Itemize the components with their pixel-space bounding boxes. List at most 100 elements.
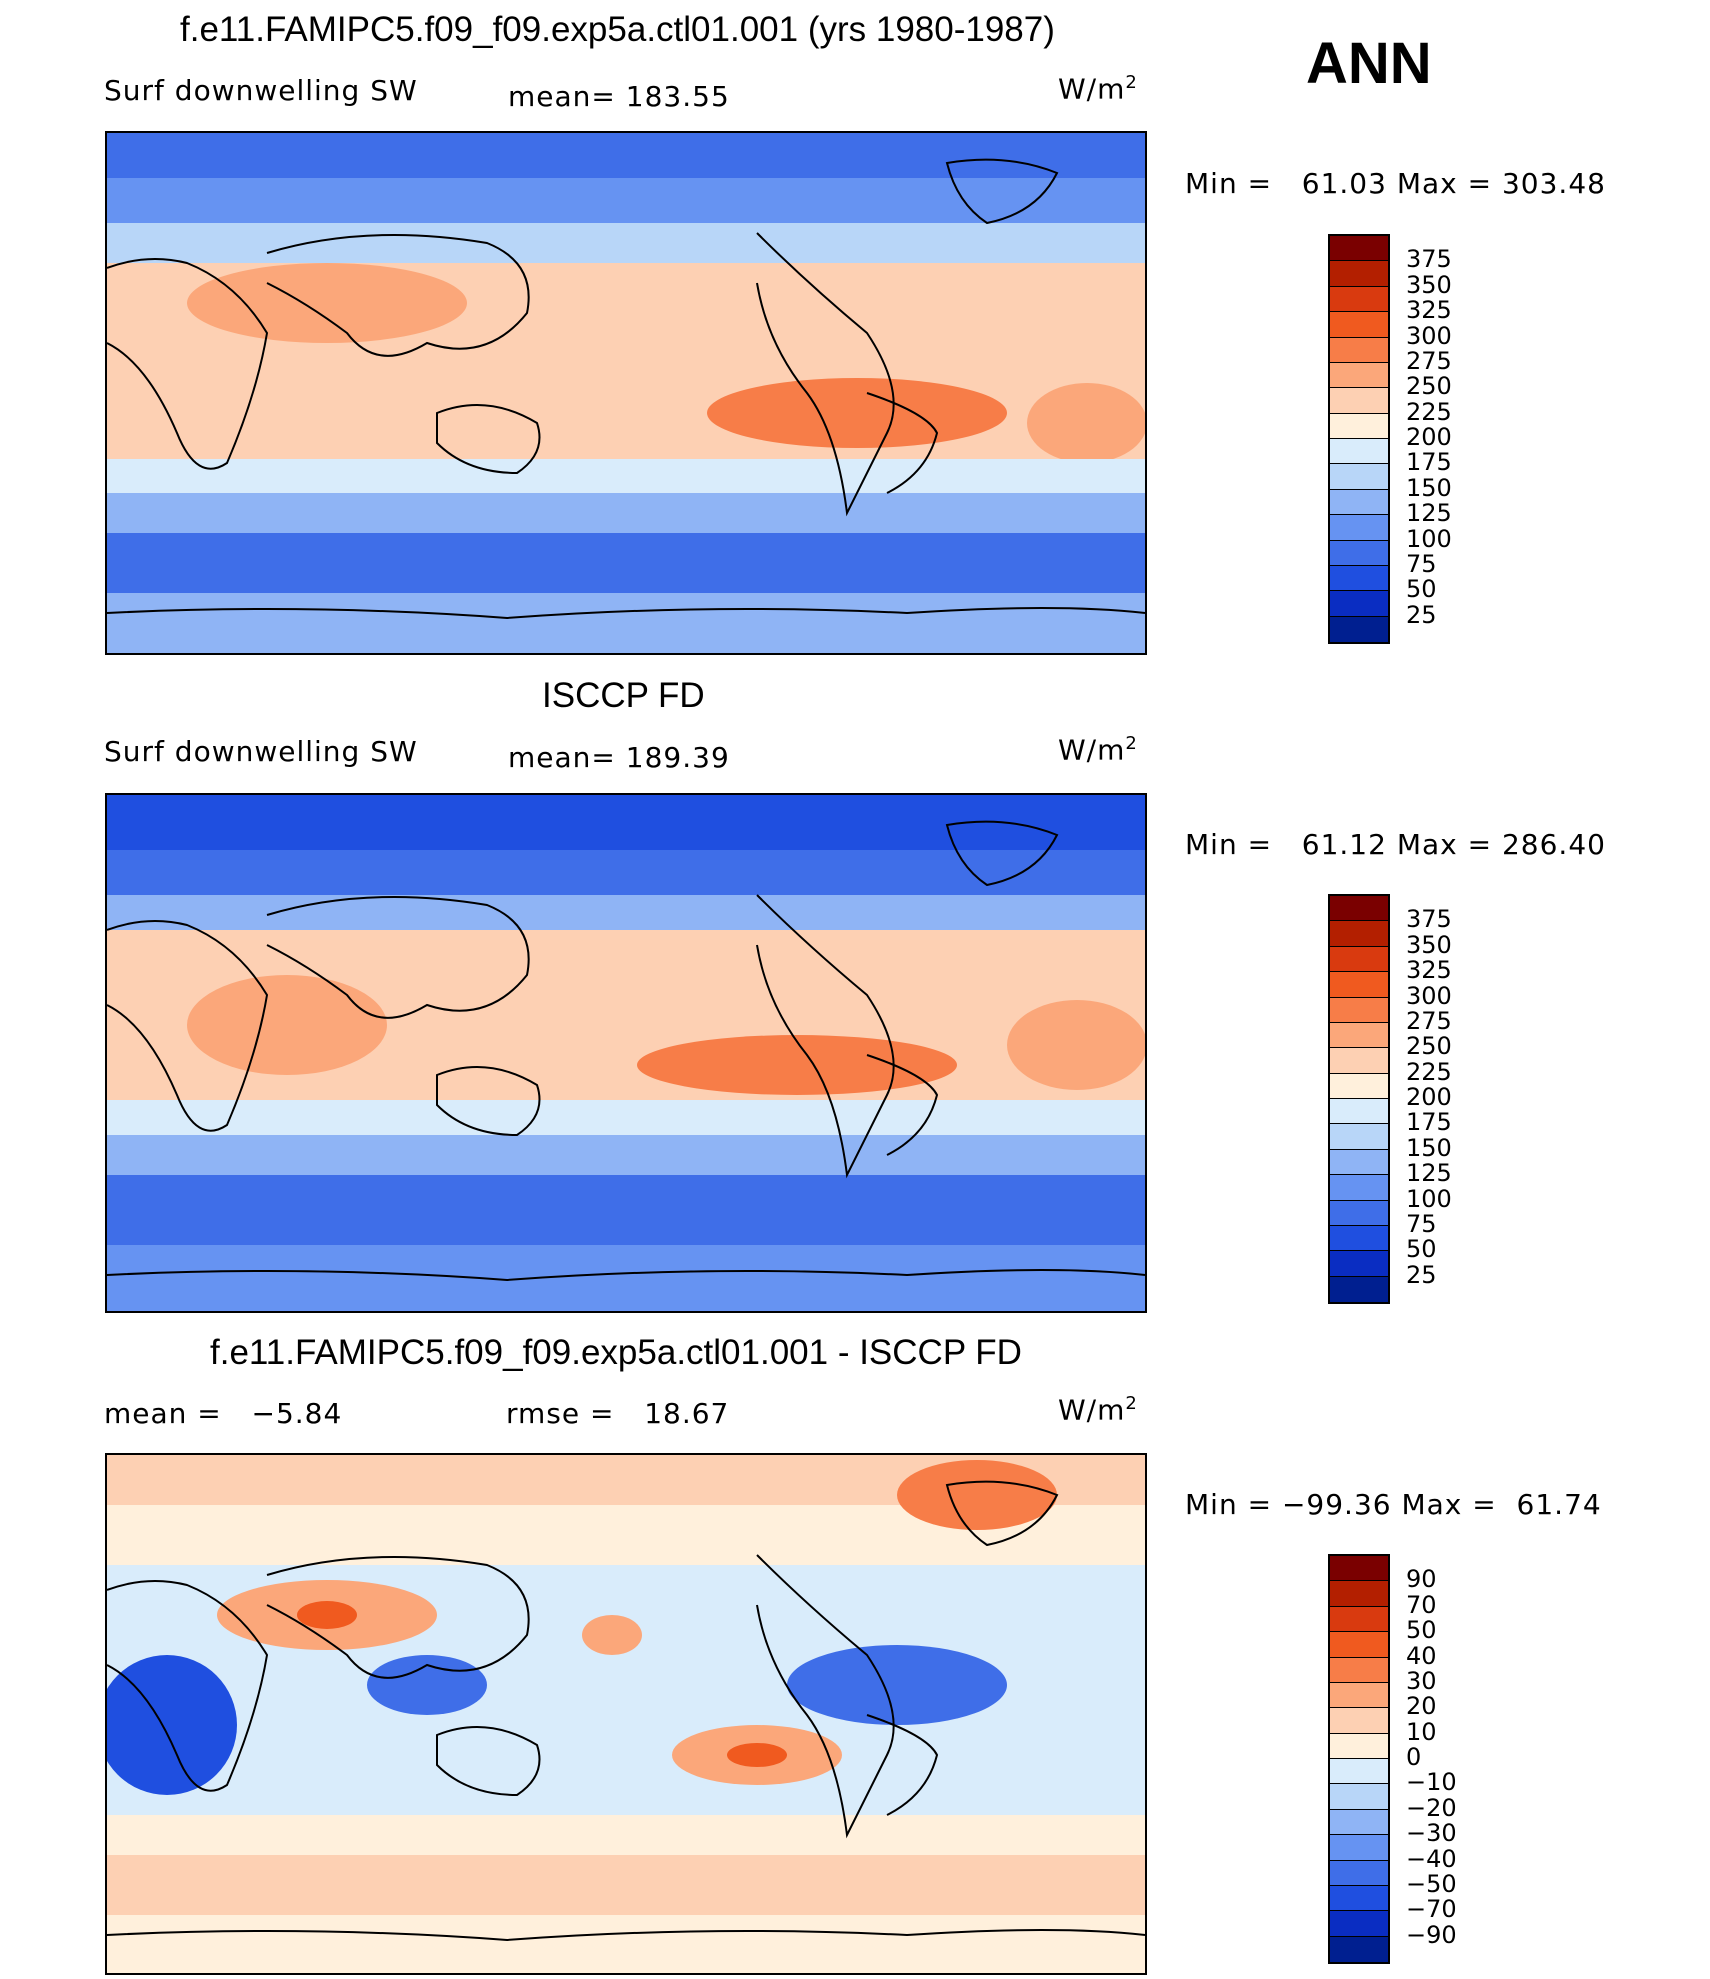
panel3-hotspot-sepacific-core <box>727 1743 787 1767</box>
panel1-band-antarctica <box>107 593 1145 653</box>
colorbar-segment <box>1330 1733 1388 1759</box>
panel1-band-north <box>107 178 1145 223</box>
colorbar-tick-label: 225 <box>1406 1057 1452 1086</box>
colorbar-tick-label: 10 <box>1406 1717 1437 1746</box>
colorbar-tick-label: 350 <box>1406 930 1452 959</box>
colorbar-segment <box>1330 1632 1388 1658</box>
panel2-band-antarctica <box>107 1245 1145 1311</box>
colorbar-segment <box>1330 236 1388 262</box>
colorbar-segment <box>1330 286 1388 313</box>
colorbar-segment <box>1330 1860 1388 1886</box>
panel3-units-exp: 2 <box>1125 1393 1138 1414</box>
colorbar-tick-label: 350 <box>1406 270 1452 299</box>
colorbar-segment <box>1330 1835 1388 1861</box>
colorbar-segment <box>1330 896 1388 922</box>
colorbar-segment <box>1330 1073 1388 1099</box>
colorbar-segment <box>1330 1556 1388 1582</box>
colorbar-tick-label: 125 <box>1406 499 1452 528</box>
panel2-colorbar <box>1328 894 1390 1304</box>
colorbar-tick-label: 100 <box>1406 524 1452 553</box>
panel2-minmax: Min = 61.12 Max = 286.40 <box>1185 828 1606 861</box>
colorbar-tick-label: −70 <box>1406 1895 1457 1924</box>
panel3-band-south <box>107 1815 1145 1855</box>
colorbar-tick-label: 25 <box>1406 600 1437 629</box>
colorbar-tick-label: 375 <box>1406 245 1452 274</box>
colorbar-segment <box>1330 362 1388 389</box>
colorbar-tick-label: 50 <box>1406 575 1437 604</box>
colorbar-segment <box>1330 997 1388 1023</box>
colorbar-tick-label: 325 <box>1406 296 1452 325</box>
panel3-title: f.e11.FAMIPC5.f09_f09.exp5a.ctl01.001 - … <box>210 1333 1022 1372</box>
colorbar-segment <box>1330 1225 1388 1252</box>
colorbar-tick-label: 300 <box>1406 321 1452 350</box>
colorbar-segment <box>1330 337 1388 363</box>
colorbar-segment <box>1330 413 1388 439</box>
panel1-min-value: 61.03 <box>1301 167 1387 200</box>
panel3-band-antarctica <box>107 1915 1145 1973</box>
panel2-min-value: 61.12 <box>1301 828 1387 861</box>
panel2-band-midnorth <box>107 895 1145 930</box>
colorbar-segment <box>1330 1606 1388 1633</box>
colorbar-segment <box>1330 1784 1388 1810</box>
colorbar-segment <box>1330 464 1388 490</box>
colorbar-tick-label: 225 <box>1406 397 1452 426</box>
panel1-field: Surf downwelling SW <box>104 74 418 107</box>
panel2-band-south <box>107 1135 1145 1175</box>
panel3-minmax: Min = −99.36 Max = 61.74 <box>1185 1488 1602 1521</box>
panel1-hotspot-africa <box>187 263 467 343</box>
colorbar-segment <box>1330 591 1388 617</box>
panel3-colorbar <box>1328 1554 1390 1964</box>
colorbar-segment <box>1330 616 1388 642</box>
panel1-band-midnorth <box>107 223 1145 263</box>
panel2-colorbar-labels: 375 350 325 300 275 250 225 200 175 150 125 100 75 50… <box>1406 894 1486 1304</box>
panel3-colorbar-labels: 90 70 50 40 30 20 10 0 −10 −20 −30 −40 −50 −70 −90 <box>1406 1554 1486 1964</box>
colorbar-segment <box>1330 1682 1388 1709</box>
panel3-mean-value: −5.84 <box>251 1397 343 1430</box>
colorbar-tick-label: 150 <box>1406 473 1452 502</box>
colorbar-tick-label: 40 <box>1406 1641 1437 1670</box>
colorbar-tick-label: 30 <box>1406 1666 1437 1695</box>
panel1-title: f.e11.FAMIPC5.f09_f09.exp5a.ctl01.001 (y… <box>180 10 1055 49</box>
colorbar-segment <box>1330 1809 1388 1836</box>
colorbar-segment <box>1330 921 1388 947</box>
panel1-coastlines <box>107 158 1145 620</box>
panel2-mean-value: 189.39 <box>625 741 730 774</box>
colorbar-tick-label: 50 <box>1406 1235 1437 1264</box>
panel1-max-label: Max = <box>1396 167 1493 200</box>
colorbar-tick-label: −10 <box>1406 1768 1457 1797</box>
colorbar-tick-label: −30 <box>1406 1819 1457 1848</box>
colorbar-segment <box>1330 1124 1388 1150</box>
colorbar-segment <box>1330 972 1388 998</box>
colorbar-tick-label: 250 <box>1406 1032 1452 1061</box>
colorbar-segment <box>1330 1911 1388 1937</box>
colorbar-segment <box>1330 388 1388 414</box>
panel1-units-exp: 2 <box>1125 72 1138 93</box>
colorbar-segment <box>1330 1885 1388 1912</box>
colorbar-tick-label: 25 <box>1406 1260 1437 1289</box>
panel1-colorbar <box>1328 234 1390 644</box>
colorbar-segment <box>1330 946 1388 973</box>
colorbar-segment <box>1330 1936 1388 1962</box>
panel3-band-southern-ocean <box>107 1855 1145 1915</box>
panel3-map <box>105 1453 1147 1975</box>
colorbar-segment <box>1330 439 1388 465</box>
panel3-field-svg <box>107 1455 1145 1973</box>
colorbar-tick-label: 200 <box>1406 1083 1452 1111</box>
panel1-min-label: Min = <box>1185 167 1273 200</box>
panel2-field: Surf downwelling SW <box>104 735 418 768</box>
panel1-mean-value: 183.55 <box>625 80 730 113</box>
colorbar-tick-label: 200 <box>1406 423 1452 451</box>
panel2-min-label: Min = <box>1185 828 1273 861</box>
panel2-map <box>105 793 1147 1313</box>
colorbar-tick-label: 275 <box>1406 346 1452 375</box>
colorbar-tick-label: 300 <box>1406 981 1452 1010</box>
colorbar-tick-label: 75 <box>1406 1209 1437 1238</box>
colorbar-segment <box>1330 1276 1388 1302</box>
colorbar-segment <box>1330 1048 1388 1074</box>
colorbar-tick-label: 0 <box>1406 1743 1422 1771</box>
panel3-hotspot-npacific <box>582 1615 642 1655</box>
panel3-min-label: Min = <box>1185 1488 1273 1521</box>
panel2-mean: mean= 189.39 <box>508 741 730 774</box>
panel2-hotspot-africa <box>187 975 387 1075</box>
